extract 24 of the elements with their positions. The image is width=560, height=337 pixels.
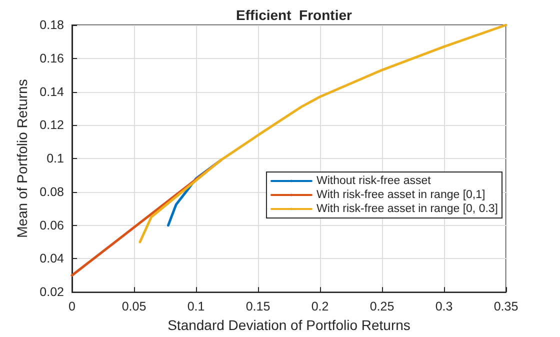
x-tick-label: 0.15 (246, 300, 270, 314)
x-tick-label: 0.25 (370, 300, 394, 314)
x-tick-label: 0.3 (435, 300, 453, 314)
chart-title: Efficient Frontier (236, 7, 352, 23)
legend-label: Without risk-free asset (316, 175, 432, 187)
y-tick-label: 0.16 (40, 51, 64, 66)
x-tick-label: 0 (68, 300, 76, 314)
y-tick-label: 0.14 (40, 84, 64, 99)
x-tick-label: 0.1 (187, 300, 205, 314)
legend-label: With risk-free asset in range [0,1] (316, 189, 486, 201)
line-series (138, 24, 508, 244)
y-tick-label: 0.02 (40, 285, 64, 300)
y-tick-label: 0.18 (40, 18, 64, 32)
y-tick-label: 0.1 (46, 152, 64, 166)
x-tick-label: 0.2 (311, 300, 329, 314)
x-axis-title: Standard Deviation of Portfolio Returns (168, 317, 410, 333)
legend-label: With risk-free asset in range [0, 0.3] (316, 203, 498, 215)
y-tick-label: 0.12 (40, 118, 64, 132)
x-tick-label: 0.35 (494, 300, 518, 314)
y-axis-title: Mean of Portfolio Returns (14, 79, 30, 238)
y-tick-label: 0.08 (40, 184, 64, 199)
y-tick-label: 0.04 (40, 252, 64, 266)
y-tick-label: 0.06 (40, 218, 64, 232)
x-tick-label: 0.05 (122, 300, 146, 314)
